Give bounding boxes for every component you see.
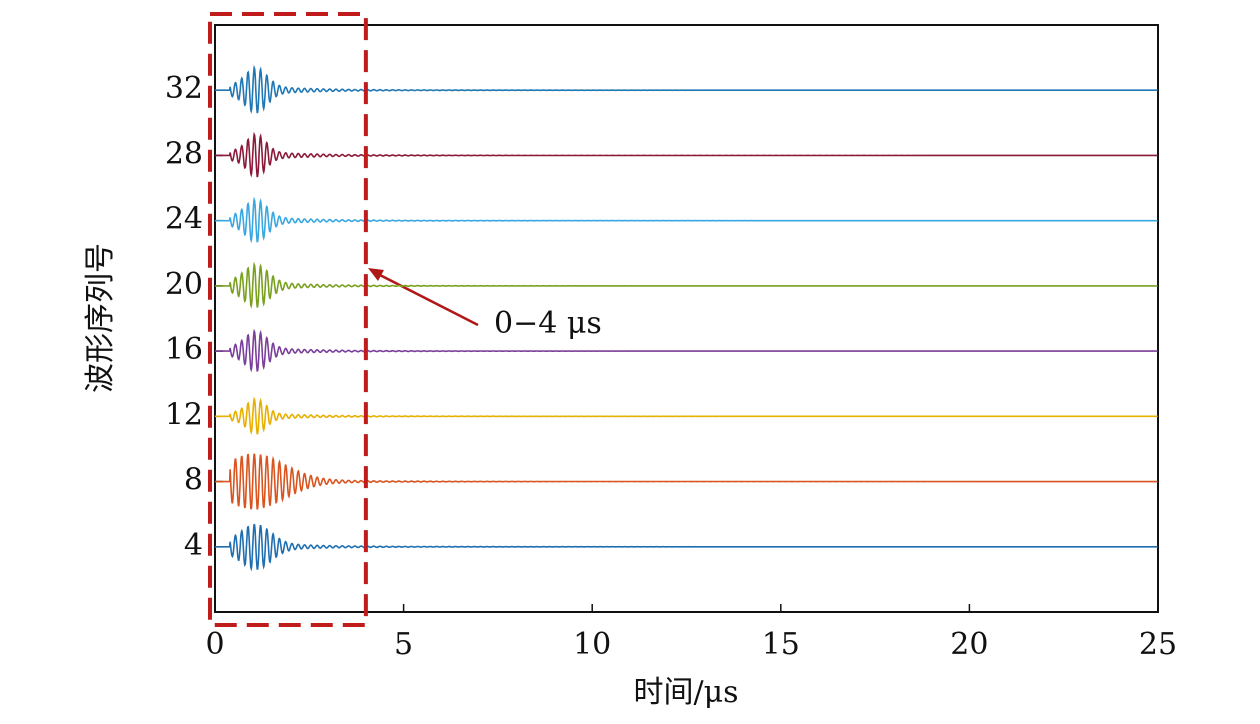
x-tick-label: 20: [950, 627, 988, 662]
x-axis-label: 时间/μs: [634, 675, 739, 710]
highlight-box: [208, 12, 368, 627]
x-tick-label: 15: [762, 627, 800, 662]
annotation-arrow: [375, 271, 479, 327]
y-tick-label: 32: [165, 71, 203, 106]
waveform: [215, 261, 1158, 309]
y-tick-label: 24: [165, 202, 203, 237]
y-tick-label: 4: [184, 528, 203, 563]
plot-frame: [214, 24, 1159, 613]
x-tick-label: 0: [205, 627, 224, 662]
y-tick-label: 20: [165, 267, 203, 302]
y-tick-label: 28: [165, 136, 203, 171]
waveform: [215, 396, 1158, 435]
y-tick-label: 8: [184, 463, 203, 498]
y-tick-label: 16: [165, 332, 203, 367]
x-tick-label: 25: [1139, 627, 1177, 662]
arrow-head: [368, 268, 384, 281]
y-tick-label: 12: [165, 397, 203, 432]
waveform: [215, 328, 1158, 373]
annotation: 0−4 μs: [494, 306, 602, 341]
waveform: [215, 523, 1158, 572]
waveform: [215, 196, 1158, 244]
x-tick-label: 5: [394, 627, 413, 662]
y-axis-label: 波形序列号: [83, 243, 118, 393]
x-tick-label: 10: [573, 627, 611, 662]
waveform: [215, 453, 1158, 510]
waveform: [215, 64, 1158, 115]
waveform: [215, 131, 1158, 178]
